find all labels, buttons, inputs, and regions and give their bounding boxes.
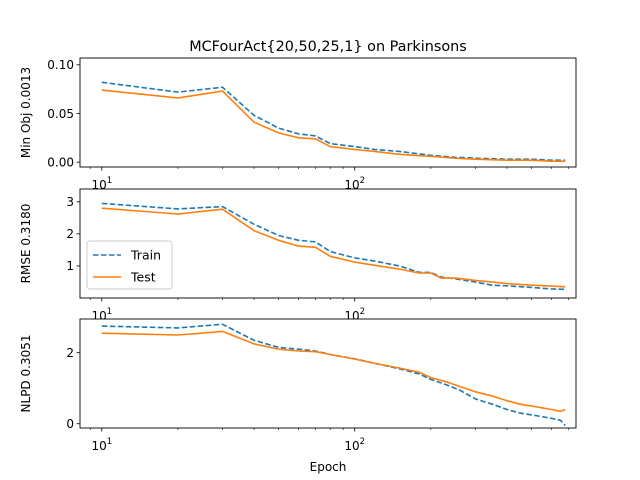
series-line-test	[101, 207, 566, 288]
series-line-train	[101, 323, 566, 427]
subplot-3: 0 2 101 102 NLPD 0.3051 Epoch	[19, 318, 577, 474]
axes-frame	[79, 318, 577, 429]
axes-frame	[79, 57, 577, 168]
y-tick-label: 1	[66, 259, 74, 273]
x-axis-label: Epoch	[310, 460, 347, 474]
y-tick-label: 0.00	[47, 155, 74, 169]
chart-title: MCFourAct{20,50,25,1} on Parkinsons	[189, 39, 467, 55]
series-line-test	[101, 89, 566, 162]
y-tick-label: 0	[66, 417, 74, 431]
y-tick-label: 3	[66, 195, 74, 209]
legend-label-test: Test	[130, 270, 156, 285]
y-tick-label: 0.05	[47, 107, 74, 121]
series-line-test	[101, 330, 566, 413]
series-line-train	[101, 81, 566, 161]
y-tick-label: 2	[66, 346, 74, 360]
subplot-1: 0.00 0.05 0.10 101 102 Min Obj 0.0013 MCFourAc…	[19, 39, 577, 192]
x-tick-label: 102	[344, 437, 365, 453]
x-tick-label: 101	[91, 176, 112, 192]
legend-label-train: Train	[130, 248, 161, 263]
legend: Train Test	[86, 240, 173, 290]
y-axis-label: Min Obj 0.0013	[19, 67, 33, 158]
y-axis-label: RMSE 0.3180	[19, 204, 33, 284]
x-tick-label: 101	[91, 437, 112, 453]
x-tick-label: 102	[344, 176, 365, 192]
y-tick-label: 0.10	[47, 58, 74, 72]
y-tick-label: 2	[66, 227, 74, 241]
y-axis-label: NLPD 0.3051	[19, 335, 33, 413]
